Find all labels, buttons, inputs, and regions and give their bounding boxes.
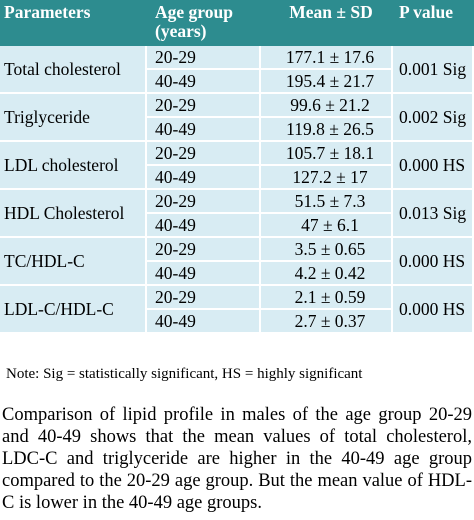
age-cell: 40-49 [147, 70, 261, 94]
mean-cell: 177.1 ± 17.6 [261, 46, 393, 70]
p-value-cell: 0.000 HS [393, 286, 474, 334]
age-cell: 40-49 [147, 118, 261, 142]
header-cell: Parameters [0, 0, 147, 46]
mean-cell: 47 ± 6.1 [261, 214, 393, 238]
age-cell: 20-29 [147, 142, 261, 166]
parameter-cell: HDL Cholesterol [0, 190, 147, 238]
parameter-cell: LDL-C/HDL-C [0, 286, 147, 334]
age-cell: 40-49 [147, 262, 261, 286]
age-cell: 40-49 [147, 166, 261, 190]
age-cell: 20-29 [147, 238, 261, 262]
parameter-cell: Triglyceride [0, 94, 147, 142]
mean-cell: 105.7 ± 18.1 [261, 142, 393, 166]
age-cell: 20-29 [147, 190, 261, 214]
mean-cell: 2.1 ± 0.59 [261, 286, 393, 310]
paragraph: Comparison of lipid profile in males of … [2, 405, 472, 513]
parameter-cell: LDL cholesterol [0, 142, 147, 190]
mean-cell: 195.4 ± 21.7 [261, 70, 393, 94]
mean-cell: 51.5 ± 7.3 [261, 190, 393, 214]
header-cell: P value [393, 0, 474, 46]
note: Note: Sig = statistically significant, H… [6, 366, 363, 382]
p-value-cell: 0.000 HS [393, 142, 474, 190]
header-cell: Mean ± SD [261, 0, 393, 46]
mean-cell: 99.6 ± 21.2 [261, 94, 393, 118]
p-value-cell: 0.001 Sig [393, 46, 474, 94]
mean-cell: 3.5 ± 0.65 [261, 238, 393, 262]
mean-cell: 127.2 ± 17 [261, 166, 393, 190]
parameter-cell: Total cholesterol [0, 46, 147, 94]
age-cell: 40-49 [147, 214, 261, 238]
age-cell: 20-29 [147, 46, 261, 70]
parameter-cell: TC/HDL-C [0, 238, 147, 286]
age-cell: 40-49 [147, 310, 261, 334]
age-cell: 20-29 [147, 94, 261, 118]
mean-cell: 4.2 ± 0.42 [261, 262, 393, 286]
p-value-cell: 0.002 Sig [393, 94, 474, 142]
p-value-cell: 0.000 HS [393, 238, 474, 286]
mean-cell: 2.7 ± 0.37 [261, 310, 393, 334]
p-value-cell: 0.013 Sig [393, 190, 474, 238]
age-cell: 20-29 [147, 286, 261, 310]
mean-cell: 119.8 ± 26.5 [261, 118, 393, 142]
header-cell: Age group (years) [147, 0, 261, 46]
